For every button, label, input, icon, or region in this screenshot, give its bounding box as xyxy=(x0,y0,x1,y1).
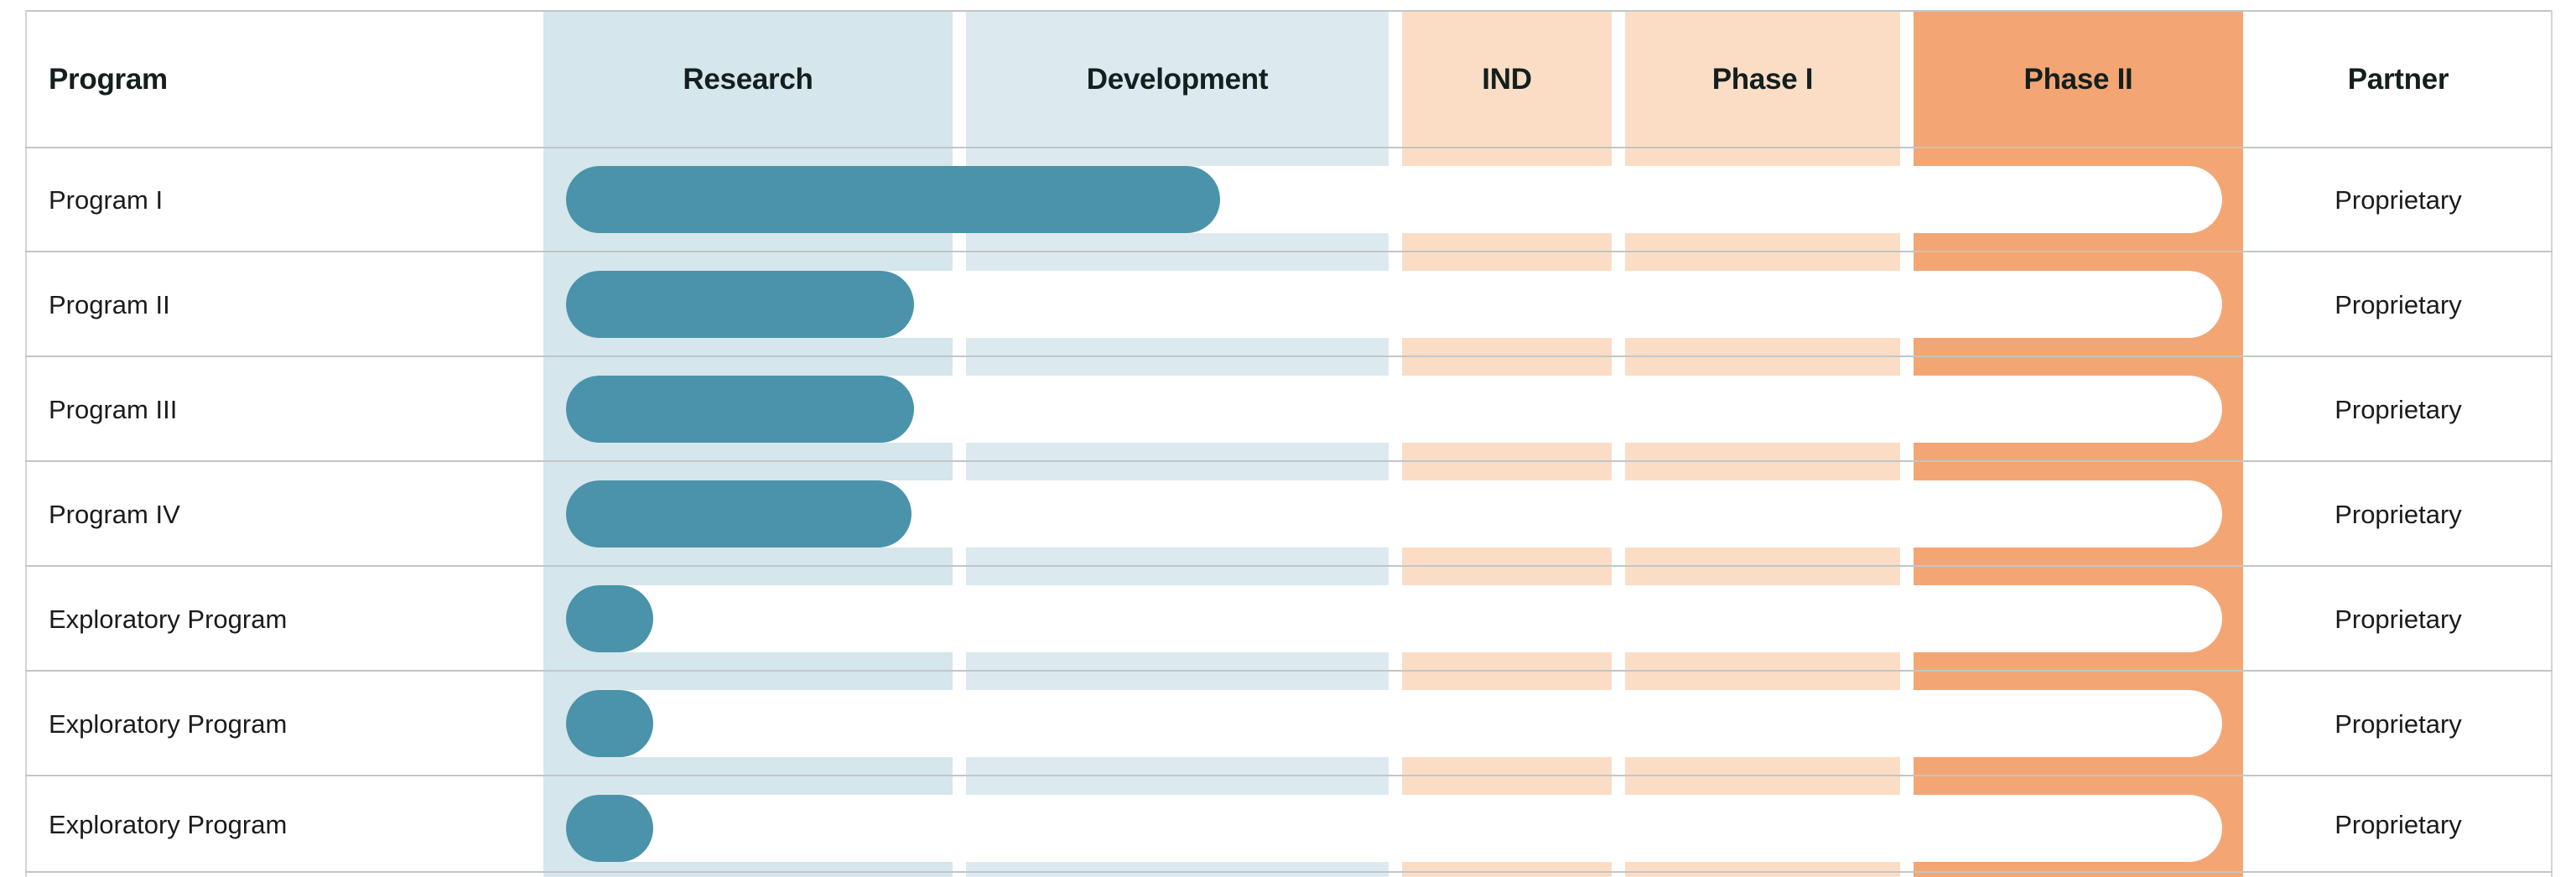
progress-track xyxy=(566,690,2222,757)
progress-bar xyxy=(566,480,911,547)
header-bottom-border xyxy=(25,147,2553,148)
program-name-label: Program III xyxy=(49,394,178,424)
program-name-label: Exploratory Program xyxy=(49,809,288,839)
pipeline-row: Program III Proprietary xyxy=(0,357,2576,462)
row-separator xyxy=(25,355,2553,357)
partner-label: Proprietary xyxy=(2334,184,2462,215)
partner-label: Proprietary xyxy=(2334,604,2462,634)
progress-bar xyxy=(566,166,1220,233)
program-name-label: Program I xyxy=(49,184,164,215)
program-name-label: Program IV xyxy=(49,499,180,529)
row-separator xyxy=(25,670,2553,672)
partner-label: Proprietary xyxy=(2334,289,2462,319)
column-header-research: Research xyxy=(683,63,813,96)
program-name-label: Program II xyxy=(49,289,170,319)
column-header-ind: IND xyxy=(1482,63,1532,96)
program-name-label: Exploratory Program xyxy=(49,708,288,739)
progress-bar xyxy=(566,376,914,443)
column-header-phase1: Phase I xyxy=(1711,63,1814,96)
table-left-border xyxy=(25,10,27,877)
partner-label: Proprietary xyxy=(2334,394,2462,424)
pipeline-row: Exploratory Program Proprietary xyxy=(0,672,2576,776)
table-top-border xyxy=(25,10,2553,12)
row-separator xyxy=(25,775,2553,776)
progress-bar xyxy=(566,585,653,652)
partner-label: Proprietary xyxy=(2334,499,2462,529)
pipeline-row: Program II Proprietary xyxy=(0,252,2576,357)
table-right-border xyxy=(2551,10,2553,877)
pipeline-row: Program IV Proprietary xyxy=(0,462,2576,567)
column-header-program: Program xyxy=(49,63,168,96)
pipeline-row: Program I Proprietary xyxy=(0,148,2576,252)
progress-bar xyxy=(566,271,914,338)
progress-track xyxy=(566,795,2222,862)
program-name-label: Exploratory Program xyxy=(49,604,288,634)
progress-bar xyxy=(566,690,653,757)
row-separator xyxy=(25,251,2553,252)
progress-track xyxy=(566,585,2222,652)
row-separator xyxy=(25,565,2553,567)
progress-bar xyxy=(566,795,653,862)
partner-label: Proprietary xyxy=(2334,809,2462,839)
pipeline-row: Exploratory Program Proprietary xyxy=(0,776,2576,873)
row-separator xyxy=(25,871,2553,873)
column-header-development: Development xyxy=(1086,63,1269,96)
partner-label: Proprietary xyxy=(2334,708,2462,739)
pipeline-row: Exploratory Program Proprietary xyxy=(0,567,2576,672)
column-header-phase2: Phase II xyxy=(2023,63,2133,96)
column-header-partner: Partner xyxy=(2347,63,2449,96)
row-separator xyxy=(25,460,2553,462)
